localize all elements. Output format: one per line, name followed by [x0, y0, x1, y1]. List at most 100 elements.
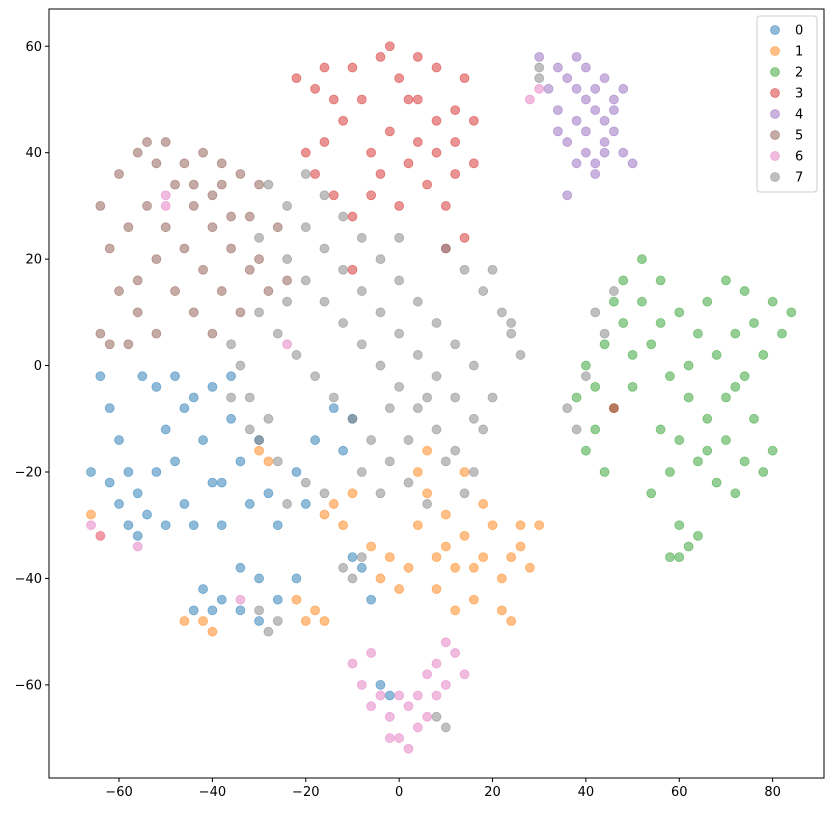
point-series-5 [160, 137, 171, 147]
point-series-7 [338, 264, 349, 275]
point-series-5 [235, 307, 246, 318]
legend-box [756, 15, 818, 193]
legend-label: 0 [795, 24, 803, 39]
point-series-7 [431, 424, 442, 435]
point-series-4 [562, 190, 573, 201]
point-series-2 [767, 296, 778, 307]
point-series-7 [422, 499, 433, 509]
point-series-2 [749, 318, 759, 328]
point-series-7 [235, 360, 246, 371]
point-series-0 [95, 371, 106, 382]
point-series-1 [319, 509, 330, 520]
point-series-7 [394, 328, 405, 339]
point-series-0 [347, 552, 358, 563]
point-series-0 [235, 562, 246, 573]
point-series-0 [123, 520, 134, 531]
point-series-7 [272, 616, 283, 626]
point-series-0 [86, 467, 96, 477]
point-series-3 [440, 201, 451, 211]
point-series-7 [347, 573, 358, 584]
point-series-4 [562, 137, 573, 147]
point-series-5 [95, 201, 106, 211]
point-series-1 [366, 541, 377, 552]
point-series-7 [403, 477, 414, 488]
point-series-7 [468, 360, 479, 371]
point-series-7 [450, 445, 461, 456]
point-series-1 [459, 530, 470, 541]
point-series-2 [683, 360, 694, 371]
point-series-7 [580, 371, 591, 382]
point-series-3 [412, 94, 423, 105]
point-series-2 [580, 445, 591, 456]
point-series-1 [440, 541, 451, 552]
point-series-7 [375, 307, 386, 318]
point-series-7 [347, 413, 358, 424]
point-series-1 [422, 488, 433, 499]
point-series-7 [254, 605, 264, 616]
point-series-6 [160, 190, 171, 201]
point-series-1 [431, 552, 442, 563]
point-series-1 [412, 520, 423, 531]
legend-label: 1 [795, 45, 803, 60]
point-series-2 [674, 552, 685, 563]
point-series-7 [487, 392, 498, 403]
point-series-7 [356, 286, 367, 296]
legend-marker [770, 67, 780, 77]
point-series-1 [310, 605, 321, 616]
point-series-6 [384, 733, 395, 743]
point-series-7 [356, 339, 367, 350]
point-series-0 [151, 381, 162, 392]
point-series-0 [254, 573, 264, 584]
point-series-6 [422, 711, 433, 722]
point-series-4 [609, 105, 619, 116]
point-series-0 [132, 488, 143, 499]
legend-marker [770, 46, 780, 56]
point-series-7 [356, 232, 367, 243]
point-series-0 [226, 371, 236, 382]
point-series-2 [711, 350, 722, 360]
point-series-4 [599, 147, 610, 158]
point-series-2 [721, 435, 731, 445]
point-series-7 [459, 264, 470, 275]
point-series-4 [580, 147, 591, 158]
point-series-5 [282, 275, 293, 286]
series-0 [86, 371, 395, 701]
point-series-7 [338, 318, 349, 328]
point-series-5 [123, 222, 134, 233]
point-series-7 [515, 350, 526, 360]
point-series-2 [693, 530, 703, 541]
legend-marker [770, 25, 780, 35]
point-series-5 [114, 169, 124, 179]
point-series-3 [394, 73, 405, 84]
point-series-7 [534, 62, 545, 73]
point-series-7 [300, 222, 311, 233]
point-series-7 [450, 339, 461, 350]
point-series-3 [366, 190, 377, 201]
point-series-7 [356, 467, 367, 477]
point-series-7 [468, 413, 479, 424]
point-series-3 [403, 94, 414, 105]
point-series-3 [375, 169, 386, 179]
point-series-3 [412, 137, 423, 147]
point-series-0 [366, 594, 377, 605]
point-series-5 [216, 179, 227, 190]
point-series-7 [468, 467, 479, 477]
legend-label: 5 [795, 129, 803, 144]
point-series-0 [216, 477, 227, 488]
point-series-1 [338, 520, 349, 531]
point-series-5 [160, 222, 171, 233]
point-series-2 [590, 381, 601, 392]
point-series-5 [170, 286, 180, 296]
point-series-0 [291, 573, 302, 584]
point-series-7 [394, 232, 405, 243]
point-series-2 [655, 424, 666, 435]
point-series-1 [422, 445, 433, 456]
x-tick-label: 20 [484, 785, 501, 800]
legend-marker [770, 151, 780, 161]
point-series-3 [384, 126, 395, 137]
point-series-7 [282, 201, 293, 211]
point-series-5 [104, 339, 115, 350]
point-series-3 [422, 179, 433, 190]
point-series-1 [487, 520, 498, 531]
point-series-0 [188, 605, 199, 616]
